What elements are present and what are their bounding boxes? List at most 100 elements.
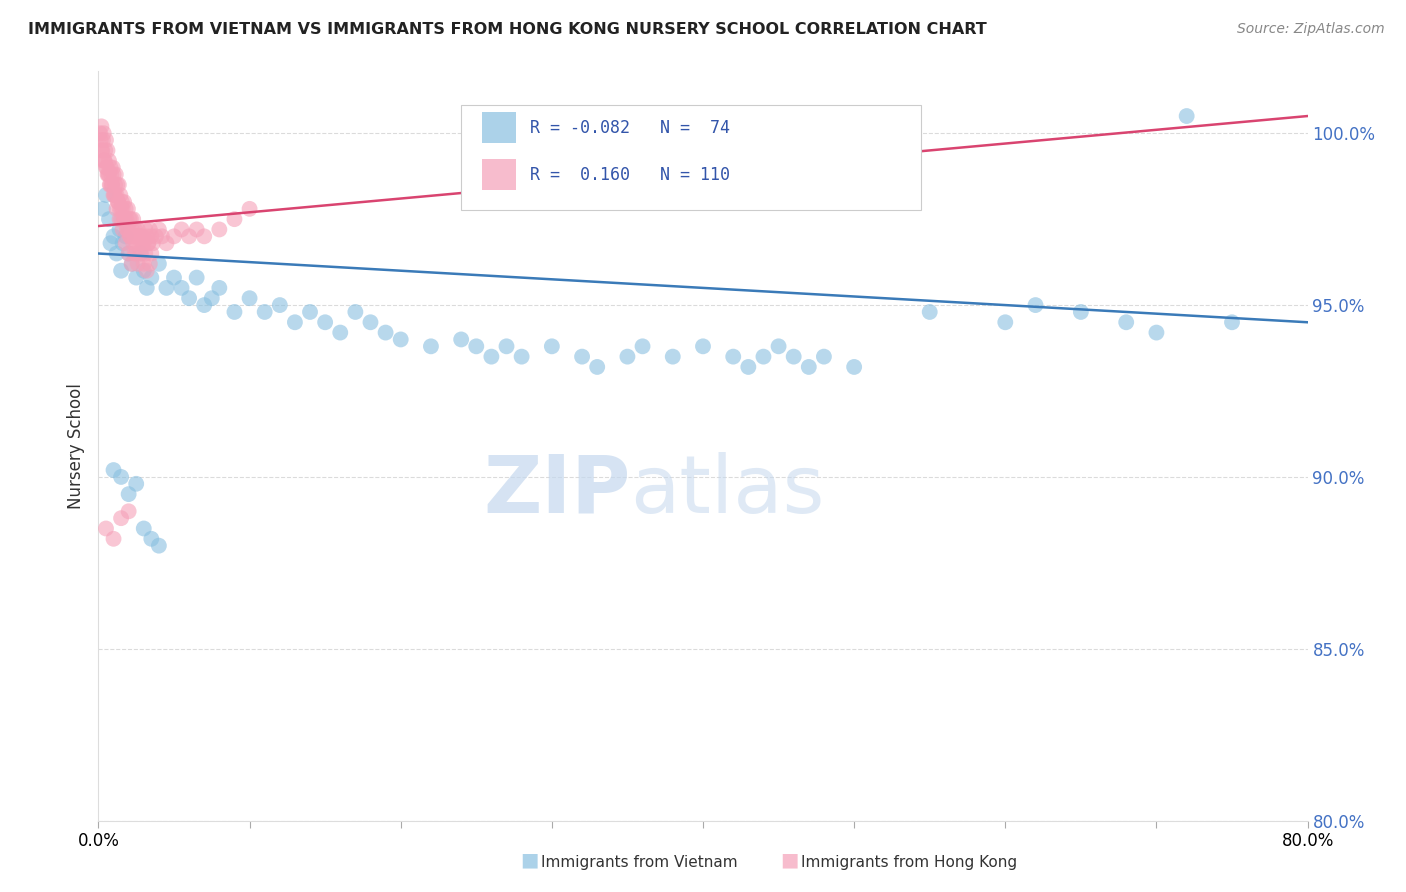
Point: [141, 246, 163, 260]
Point: [813, 350, 835, 364]
Point: [120, 229, 142, 244]
Point: [122, 212, 145, 227]
Point: [239, 202, 262, 216]
Point: [586, 359, 609, 374]
FancyBboxPatch shape: [461, 105, 921, 210]
Point: [783, 350, 806, 364]
Point: [112, 194, 135, 209]
Point: [135, 229, 157, 244]
Point: [101, 178, 124, 192]
Point: [155, 281, 177, 295]
Point: [93, 153, 115, 168]
Point: [768, 339, 790, 353]
Point: [148, 257, 170, 271]
Point: [96, 161, 118, 175]
Point: [661, 350, 683, 364]
Point: [481, 350, 503, 364]
Text: Source: ZipAtlas.com: Source: ZipAtlas.com: [1237, 22, 1385, 37]
Point: [110, 212, 132, 227]
Point: [224, 212, 246, 227]
Point: [103, 188, 125, 202]
Point: [208, 281, 231, 295]
Point: [141, 532, 163, 546]
Point: [616, 350, 638, 364]
Point: [170, 222, 193, 236]
Point: [98, 168, 121, 182]
Point: [110, 202, 132, 216]
Point: [103, 188, 125, 202]
Point: [994, 315, 1017, 329]
Point: [107, 194, 129, 209]
Point: [122, 229, 145, 244]
Point: [1146, 326, 1168, 340]
Point: [121, 257, 143, 271]
Point: [124, 222, 146, 236]
Point: [465, 339, 488, 353]
Point: [91, 133, 114, 147]
Point: [90, 133, 112, 147]
Point: [103, 168, 125, 182]
Point: [344, 305, 367, 319]
Point: [186, 270, 208, 285]
Point: [124, 246, 146, 260]
Point: [136, 236, 159, 251]
Point: [103, 532, 125, 546]
Point: [125, 246, 148, 260]
Point: [131, 236, 153, 251]
Point: [374, 326, 396, 340]
Point: [103, 229, 125, 244]
Point: [723, 350, 745, 364]
Point: [1115, 315, 1137, 329]
Point: [114, 236, 136, 251]
Point: [420, 339, 443, 353]
Point: [107, 194, 129, 209]
Point: [93, 153, 115, 168]
Point: [139, 257, 162, 271]
Point: [132, 521, 155, 535]
Point: [163, 229, 186, 244]
Point: [114, 212, 136, 227]
FancyBboxPatch shape: [482, 159, 516, 191]
Point: [125, 236, 148, 251]
Point: [124, 229, 146, 244]
Point: [253, 305, 276, 319]
Text: ZIP: ZIP: [484, 452, 630, 530]
Point: [135, 263, 157, 277]
Point: [145, 229, 167, 244]
Point: [100, 161, 122, 175]
Point: [122, 236, 145, 251]
Text: R =  0.160   N = 110: R = 0.160 N = 110: [530, 166, 730, 184]
Point: [163, 270, 186, 285]
Point: [136, 236, 159, 251]
Point: [1175, 109, 1198, 123]
Point: [108, 202, 131, 216]
Text: Immigrants from Vietnam: Immigrants from Vietnam: [541, 855, 738, 870]
Point: [299, 305, 322, 319]
Point: [208, 222, 231, 236]
Point: [510, 350, 533, 364]
Text: IMMIGRANTS FROM VIETNAM VS IMMIGRANTS FROM HONG KONG NURSERY SCHOOL CORRELATION : IMMIGRANTS FROM VIETNAM VS IMMIGRANTS FR…: [28, 22, 987, 37]
Text: ■: ■: [780, 851, 799, 870]
Point: [450, 333, 472, 347]
Point: [111, 236, 134, 251]
Point: [121, 229, 143, 244]
Point: [112, 212, 135, 227]
Point: [115, 222, 138, 236]
Point: [129, 246, 152, 260]
Point: [495, 339, 517, 353]
Point: [104, 188, 127, 202]
Point: [752, 350, 775, 364]
Point: [737, 359, 759, 374]
Point: [329, 326, 352, 340]
Point: [155, 236, 177, 251]
Point: [269, 298, 291, 312]
Point: [105, 178, 128, 192]
Point: [224, 305, 246, 319]
Point: [193, 229, 215, 244]
Point: [127, 222, 149, 236]
Point: [193, 298, 215, 312]
Point: [239, 291, 262, 305]
Point: [115, 222, 138, 236]
Point: [110, 263, 132, 277]
Point: [797, 359, 820, 374]
